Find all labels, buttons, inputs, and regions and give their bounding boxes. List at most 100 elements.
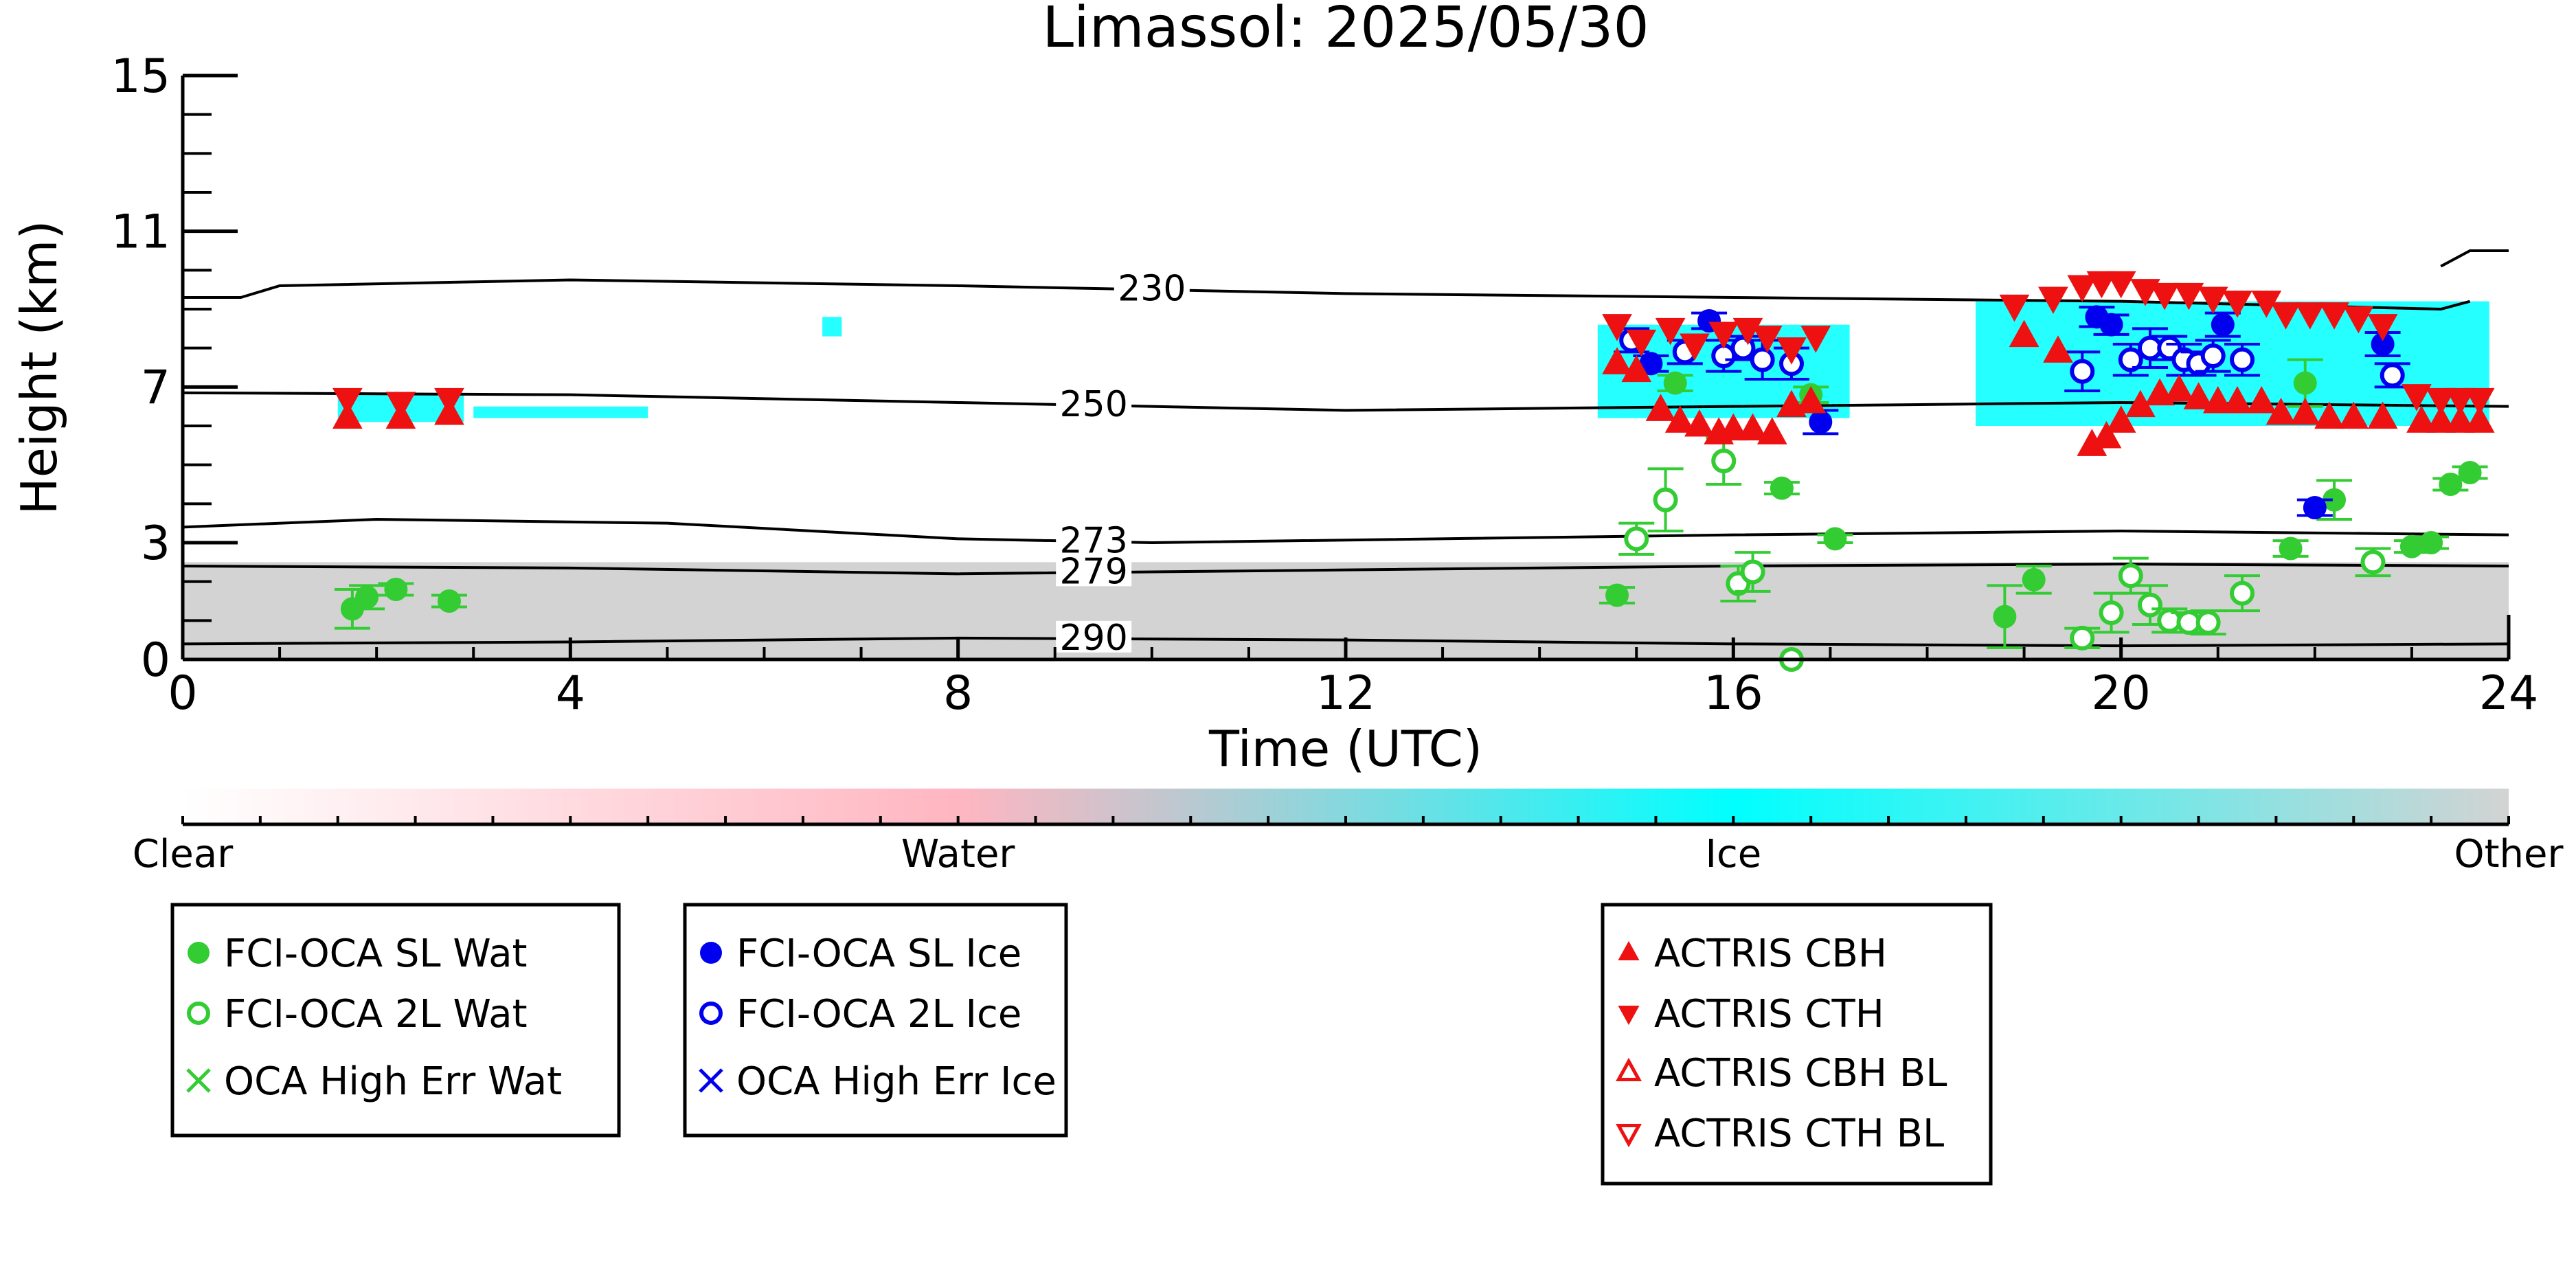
legend-label: OCA High Err Wat (224, 1059, 562, 1104)
isotherm-label-bg (1056, 523, 1132, 556)
point-actris-cbh (2202, 385, 2233, 414)
point-actris-cth (2038, 286, 2068, 315)
point-actris-cbh (1645, 394, 1676, 421)
point-actris-cth (2464, 387, 2495, 416)
point-actris-cbh (2091, 420, 2122, 449)
point-actris-cbh (2338, 401, 2369, 429)
point-fci-oca-sl-wat (2279, 536, 2303, 561)
colorbar-label-clear: Clear (133, 832, 234, 877)
point-actris-cth (2086, 271, 2117, 299)
legend-box (683, 903, 1068, 1138)
point-actris-cth (434, 387, 464, 416)
point-fci-oca-2l-wat (2070, 625, 2095, 651)
point-actris-cth (1732, 317, 1763, 346)
x-tick-label-8: 8 (943, 666, 973, 721)
legend-marker-actris-cbh (1618, 940, 1640, 960)
isotherm-label-bg (1056, 387, 1132, 419)
isotherm-line-279 (183, 563, 2509, 576)
point-fci-oca-sl-wat (2293, 371, 2317, 395)
point-fci-oca-sl-ice (2211, 313, 2235, 337)
isotherm-label-273: 273 (1060, 520, 1128, 561)
point-fci-oca-sl-wat (1823, 527, 1847, 551)
point-actris-cth (2222, 291, 2252, 318)
point-actris-cbh (2043, 335, 2073, 363)
x-tick-label-16: 16 (1704, 666, 1763, 721)
chart-title: Limassol: 2025/05/30 (1042, 0, 1649, 60)
point-actris-cth (1800, 326, 1831, 353)
point-fci-oca-2l-wat (1624, 526, 1649, 552)
legend-marker-actris-cbh-bl (1616, 1057, 1642, 1081)
legend-label: FCI-OCA 2L Wat (224, 992, 528, 1037)
isotherm-line-250 (183, 391, 2509, 412)
point-actris-cbh (2290, 397, 2320, 425)
point-actris-cth (2294, 302, 2325, 330)
point-fci-oca-sl-wat (2458, 461, 2482, 484)
isotherm-line-273 (183, 517, 2509, 545)
y-tick-label-0: 0 (141, 633, 170, 688)
point-actris-cbh (2314, 401, 2345, 429)
point-actris-cth (1999, 294, 2030, 322)
point-fci-oca-sl-wat (2022, 567, 2046, 591)
point-fci-oca-sl-wat (2323, 488, 2347, 512)
point-actris-cth (2402, 384, 2432, 411)
legend-marker-fci-oca-sl-ice (700, 942, 722, 964)
point-fci-oca-2l-wat (2195, 610, 2221, 635)
x-tick-label-24: 24 (2479, 666, 2539, 721)
isotherm-label-279: 279 (1060, 551, 1128, 592)
isotherm-label-230: 230 (1118, 269, 1186, 310)
legend-label: ACTRIS CTH (1654, 992, 1884, 1037)
point-fci-oca-2l-wat (1711, 449, 1737, 473)
point-fci-oca-sl-ice (2371, 332, 2395, 356)
point-actris-cth (1626, 329, 1657, 357)
point-actris-cbh (2266, 397, 2296, 425)
isotherm-label-bg (1056, 554, 1132, 587)
legend-label: ACTRIS CBH (1654, 931, 1887, 976)
point-actris-cth (2426, 387, 2456, 416)
point-actris-cbh (1664, 405, 1695, 433)
y-axis-label: Height (km) (10, 221, 68, 515)
point-actris-cbh (2426, 405, 2456, 433)
point-actris-cth (2270, 302, 2301, 330)
legend-marker-fci-oca-2l-wat (187, 1002, 210, 1025)
point-fci-oca-sl-wat (437, 589, 461, 613)
legend-marker-fci-oca-2l-ice (699, 1002, 723, 1025)
point-actris-cbh (1718, 413, 1749, 441)
legend: FCI-OCA SL Wat FCI-OCA 2L Wat OCA High Err… (170, 903, 1993, 1186)
x-tick-label-20: 20 (2091, 666, 2151, 721)
point-fci-oca-sl-wat (1993, 605, 2017, 629)
y-tick-label-15: 15 (111, 49, 170, 104)
point-fci-oca-2l-ice (2380, 363, 2405, 388)
point-fci-oca-sl-ice (2099, 313, 2123, 337)
point-actris-cth (385, 392, 416, 420)
legend-marker-fci-oca-sl-wat (188, 942, 210, 964)
point-actris-cbh (2009, 319, 2040, 348)
tick-layer: 0 4 8 12 16 20 24 0 3 7 11 15 (111, 49, 2538, 721)
isotherm-label-bg (1056, 620, 1132, 653)
y-tick-label-7: 7 (141, 361, 170, 415)
point-fci-oca-sl-ice (2303, 496, 2327, 519)
isotherm-label-250: 250 (1060, 384, 1128, 425)
point-actris-cth (2445, 387, 2476, 416)
legend-marker-oca-high-err-ice (699, 1068, 723, 1093)
point-fci-oca-2l-ice (2200, 343, 2226, 368)
point-actris-cth (2197, 286, 2228, 315)
point-fci-oca-sl-wat (384, 578, 408, 601)
point-actris-cth (1680, 333, 1710, 361)
legend-label: FCI-OCA 2L Ice (736, 992, 1021, 1037)
point-fci-oca-sl-wat (355, 585, 379, 609)
point-fci-oca-2l-wat (2360, 550, 2386, 575)
legend-marker-actris-cth-bl (1616, 1124, 1642, 1148)
point-actris-cbh (1684, 409, 1715, 437)
colorbar-label-ice: Ice (1705, 832, 1761, 877)
point-actris-cbh (1602, 347, 1632, 374)
point-actris-cth (2343, 306, 2374, 334)
point-actris-cth (2319, 302, 2349, 330)
point-fci-oca-2l-ice (2118, 347, 2143, 372)
point-actris-cth (1602, 314, 1632, 341)
point-fci-oca-2l-wat (1653, 487, 1678, 512)
point-actris-cbh (2222, 385, 2252, 414)
point-fci-oca-sl-wat (2439, 473, 2463, 496)
point-actris-cbh (2367, 401, 2398, 429)
